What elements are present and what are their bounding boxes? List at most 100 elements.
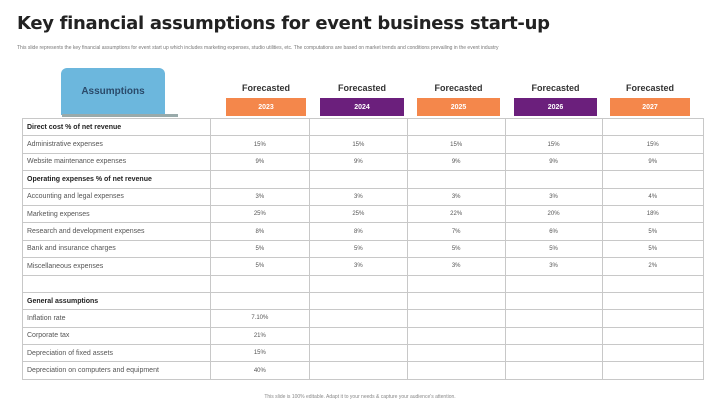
forecasted-label: Forecasted [241, 83, 291, 93]
value-cell [406, 170, 506, 189]
section-heading: General assumptions [22, 291, 211, 311]
year-header-2023: 2023 [226, 98, 306, 116]
value-cell: 8% [209, 222, 310, 241]
value-cell: 9% [406, 152, 506, 172]
forecasted-label: Forecasted [531, 83, 580, 93]
value-cell: 5% [209, 239, 310, 259]
value-cell: 3% [504, 187, 603, 206]
value-cell [308, 117, 408, 137]
value-cell: 5% [601, 222, 705, 241]
row-label: Website maintenance expenses [22, 152, 211, 172]
value-cell: 5% [209, 257, 310, 276]
section-heading: Direct cost % of net revenue [22, 117, 211, 137]
row-label: Inflation rate [22, 309, 211, 328]
section-heading: Operating expenses % of net revenue [22, 170, 211, 189]
value-cell: 40% [209, 361, 310, 380]
value-cell: 5% [308, 239, 408, 259]
forecasted-label: Forecasted [337, 83, 387, 93]
value-cell [601, 309, 705, 328]
table-row [22, 274, 705, 293]
value-cell [406, 274, 506, 293]
table-row: Depreciation of fixed assets 15% [22, 344, 705, 363]
value-cell: 18% [601, 204, 705, 224]
table-row: Accounting and legal expenses 3% 3% 3% 3% 4% [22, 187, 705, 206]
value-cell [504, 309, 603, 328]
assumptions-table: Direct cost % of net revenue Administrati… [22, 117, 705, 380]
table-row: Inflation rate 7.10% [22, 309, 705, 328]
value-cell [504, 361, 603, 380]
value-cell: 8% [308, 222, 408, 241]
year-header-2027: 2027 [610, 98, 690, 116]
value-cell: 9% [601, 152, 705, 172]
table-row: Website maintenance expenses 9% 9% 9% 9% 9% [22, 152, 705, 172]
value-cell: 9% [308, 152, 408, 172]
value-cell: 9% [209, 152, 310, 172]
row-label: Bank and insurance charges [22, 239, 211, 259]
value-cell [209, 291, 310, 311]
value-cell [601, 291, 705, 311]
value-cell: 25% [308, 204, 408, 224]
forecasted-label: Forecasted [434, 83, 483, 93]
subtitle: This slide represents the key financial … [17, 45, 499, 51]
value-cell [406, 309, 506, 328]
year-header-2025: 2025 [417, 98, 500, 116]
value-cell: 3% [406, 187, 506, 206]
value-cell: 2% [601, 257, 705, 276]
row-label: Accounting and legal expenses [22, 187, 211, 206]
assumptions-underline [62, 114, 178, 117]
assumptions-header: Assumptions [61, 68, 165, 115]
table-row: Operating expenses % of net revenue [22, 170, 705, 189]
value-cell: 5% [601, 239, 705, 259]
value-cell: 25% [209, 204, 310, 224]
value-cell: 5% [504, 239, 603, 259]
footer-note: This slide is 100% editable. Adapt it to… [264, 394, 456, 400]
row-label: Research and development expenses [22, 222, 211, 241]
value-cell [406, 361, 506, 380]
value-cell [406, 344, 506, 363]
table-row: General assumptions [22, 291, 705, 311]
year-header-2024: 2024 [320, 98, 404, 116]
row-label: Miscellaneous expenses [22, 257, 211, 276]
value-cell [504, 291, 603, 311]
row-label: Depreciation on computers and equipment [22, 361, 211, 380]
row-label: Marketing expenses [22, 204, 211, 224]
value-cell [406, 117, 506, 137]
row-label [22, 274, 211, 293]
value-cell [308, 170, 408, 189]
row-label: Depreciation of fixed assets [22, 344, 211, 363]
table-row: Research and development expenses 8% 8% 7% 6… [22, 222, 705, 241]
page-title: Key financial assumptions for event busi… [17, 13, 550, 34]
value-cell [308, 344, 408, 363]
table-row: Administrative expenses 15% 15% 15% 15% 15% [22, 135, 705, 154]
value-cell [406, 291, 506, 311]
value-cell: 7.10% [209, 309, 310, 328]
value-cell: 9% [504, 152, 603, 172]
value-cell: 15% [209, 135, 310, 154]
assumptions-label: Assumptions [81, 86, 145, 97]
row-label: Administrative expenses [22, 135, 211, 154]
value-cell [504, 344, 603, 363]
table-row: Corporate tax 21% [22, 326, 705, 346]
value-cell [601, 361, 705, 380]
value-cell: 15% [504, 135, 603, 154]
value-cell: 4% [601, 187, 705, 206]
value-cell [209, 117, 310, 137]
forecasted-label: Forecasted [625, 83, 675, 93]
row-label: Corporate tax [22, 326, 211, 346]
value-cell: 15% [601, 135, 705, 154]
value-cell: 20% [504, 204, 603, 224]
value-cell: 5% [406, 239, 506, 259]
value-cell [504, 117, 603, 137]
value-cell: 3% [308, 187, 408, 206]
value-cell [601, 117, 705, 137]
value-cell [308, 291, 408, 311]
value-cell [601, 326, 705, 346]
table-row: Miscellaneous expenses 5% 3% 3% 3% 2% [22, 257, 705, 276]
table-row: Depreciation on computers and equipment 4… [22, 361, 705, 380]
value-cell: 7% [406, 222, 506, 241]
table-row: Bank and insurance charges 5% 5% 5% 5% 5% [22, 239, 705, 259]
value-cell: 15% [406, 135, 506, 154]
table-row: Marketing expenses 25% 25% 22% 20% 18% [22, 204, 705, 224]
value-cell [209, 274, 310, 293]
value-cell: 3% [209, 187, 310, 206]
